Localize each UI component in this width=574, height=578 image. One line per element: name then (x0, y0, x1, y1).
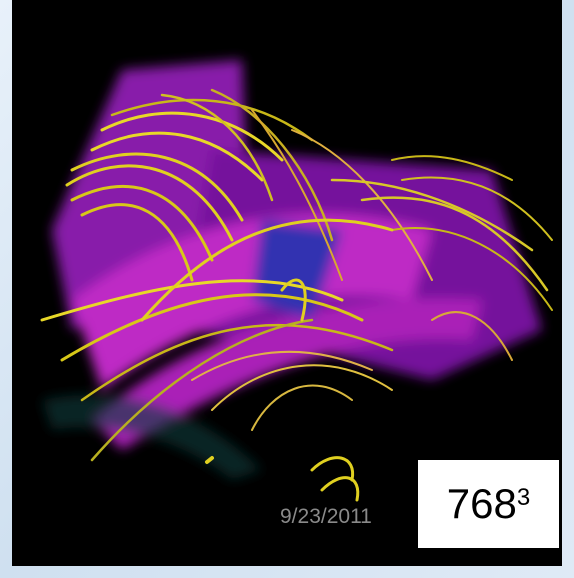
resolution-exponent: 3 (516, 484, 531, 511)
flow-visualization (40, 60, 553, 502)
resolution-base: 768 (446, 480, 517, 527)
field-lines (40, 88, 553, 502)
visualization-panel: 9/23/2011 768 3 (12, 0, 562, 566)
resolution-label: 768 3 (418, 460, 559, 548)
date-stamp: 9/23/2011 (280, 505, 372, 528)
